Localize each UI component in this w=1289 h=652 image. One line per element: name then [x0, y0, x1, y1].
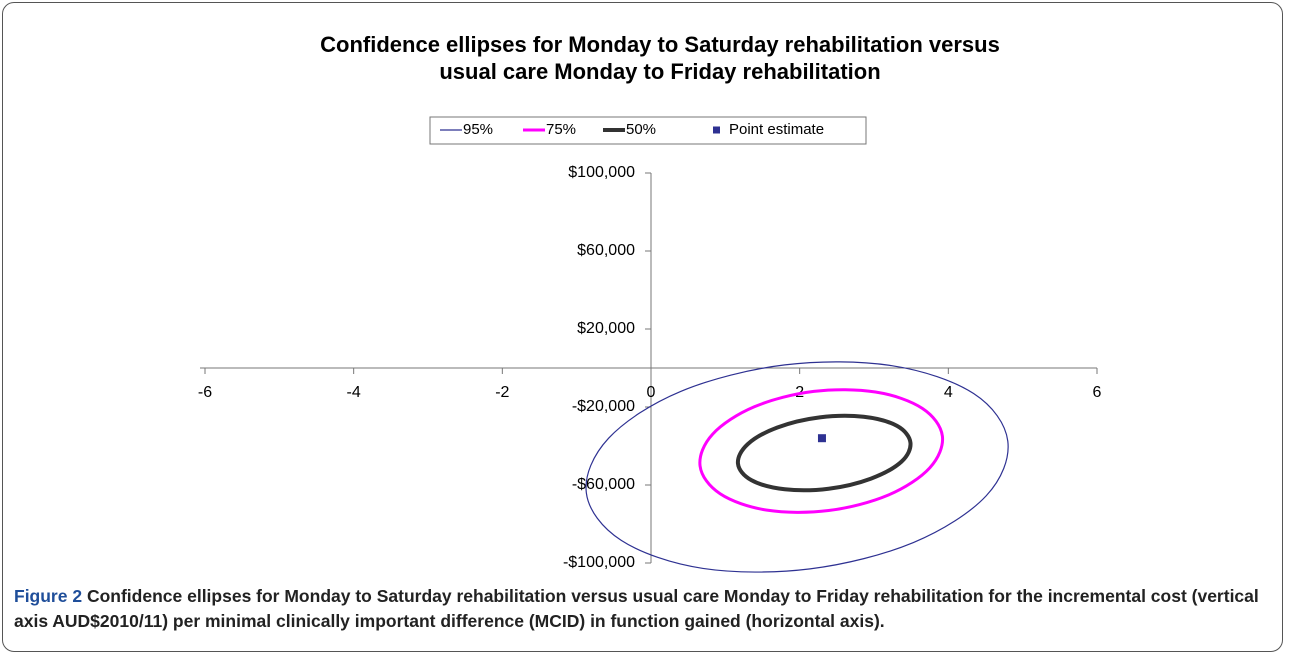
x-tick-label: -2 [495, 384, 509, 401]
ellipse [735, 413, 913, 493]
chart-title: usual care Monday to Friday rehabilitati… [439, 59, 880, 84]
x-tick-label: 6 [1093, 384, 1102, 401]
y-tick-label: $100,000 [568, 164, 635, 181]
y-tick-label: $60,000 [577, 242, 635, 259]
y-tick-label: -$20,000 [572, 398, 635, 415]
chart-title: Confidence ellipses for Monday to Saturd… [320, 32, 1000, 57]
ellipse [585, 361, 1009, 573]
caption: Figure 2 Confidence ellipses for Monday … [14, 584, 1279, 634]
legend-swatch [713, 126, 720, 134]
y-tick-label: -$100,000 [563, 554, 635, 571]
legend-label: 50% [626, 121, 656, 138]
y-tick-label: $20,000 [577, 320, 635, 337]
chart: Confidence ellipses for Monday to Saturd… [198, 32, 1102, 573]
x-tick-label: -4 [347, 384, 361, 401]
ellipse [698, 388, 945, 514]
caption-text: Confidence ellipses for Monday to Saturd… [14, 586, 1259, 631]
point-estimate [817, 434, 826, 443]
caption-label: Figure 2 [14, 586, 83, 606]
legend-label: 75% [546, 121, 576, 138]
x-tick-label: 0 [647, 384, 656, 401]
y-tick-label: -$60,000 [572, 476, 635, 493]
legend-box [429, 116, 867, 145]
x-tick-label: 4 [944, 384, 953, 401]
legend-label: 95% [463, 121, 493, 138]
x-tick-label: -6 [198, 384, 212, 401]
legend-label: Point estimate [729, 121, 824, 138]
